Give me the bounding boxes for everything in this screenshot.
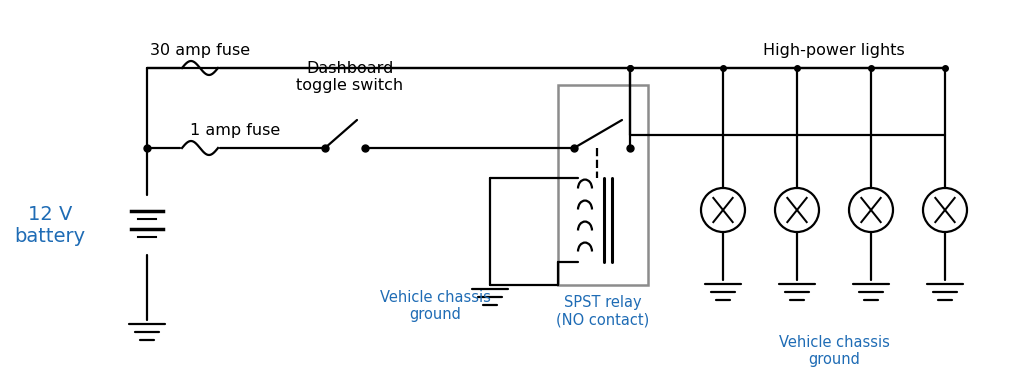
Text: 12 V
battery: 12 V battery (14, 204, 86, 245)
Text: 1 amp fuse: 1 amp fuse (190, 123, 280, 138)
Text: Vehicle chassis
ground: Vehicle chassis ground (779, 335, 890, 368)
Text: High-power lights: High-power lights (763, 43, 905, 58)
Text: SPST relay
(NO contact): SPST relay (NO contact) (556, 295, 650, 327)
Text: 30 amp fuse: 30 amp fuse (150, 43, 250, 58)
Text: Dashboard
toggle switch: Dashboard toggle switch (297, 61, 404, 93)
Text: Vehicle chassis
ground: Vehicle chassis ground (379, 290, 490, 323)
Bar (558, 85, 648, 285)
